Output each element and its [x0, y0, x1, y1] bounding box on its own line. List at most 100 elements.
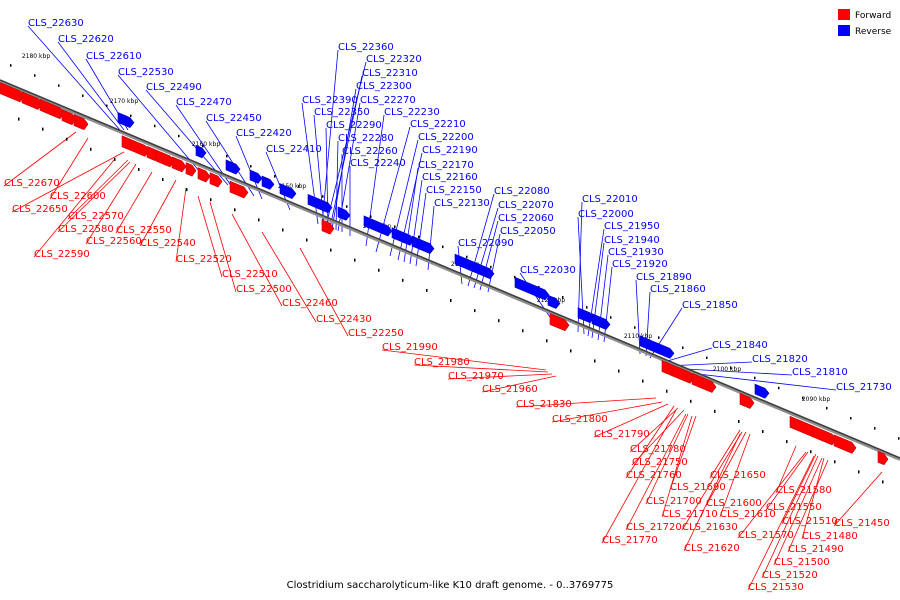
tick-dot [610, 316, 612, 319]
reverse-gene [279, 183, 297, 200]
tick-dot [274, 175, 276, 178]
tick-dot [498, 319, 500, 323]
tick-dot [154, 124, 156, 128]
reverse-label: CLS_22610 [86, 51, 142, 62]
reverse-label: CLS_22230 [384, 107, 440, 118]
reverse-label: CLS_22620 [58, 34, 114, 45]
axis-tick-label: 2170 kbp [110, 98, 138, 105]
tick-dot [546, 339, 548, 343]
forward-leader [381, 349, 547, 371]
forward-label: CLS_22580 [58, 224, 114, 235]
reverse-leader [487, 233, 501, 293]
tick-dot [106, 104, 108, 108]
tick-dot [210, 198, 212, 202]
reverse-label: CLS_22530 [118, 67, 174, 78]
forward-leader [85, 163, 137, 245]
reverse-label: CLS_22310 [362, 68, 418, 79]
tick-dot [858, 470, 860, 474]
tick-dot [682, 346, 684, 349]
reverse-leader [331, 88, 357, 230]
tick-dot [354, 258, 356, 262]
reverse-leader [473, 207, 499, 289]
tick-dot [82, 94, 84, 97]
reverse-label: CLS_22450 [206, 113, 262, 124]
forward-leader [515, 397, 657, 408]
tick-dot [570, 349, 572, 353]
forward-label: CLS_22670 [4, 178, 60, 189]
tick-dot [450, 299, 452, 302]
forward-label: CLS_21720 [626, 522, 682, 533]
axis-tick-label: 2090 kbp [802, 396, 830, 403]
legend-reverse-swatch [838, 25, 850, 36]
reverse-label: CLS_22240 [350, 158, 406, 169]
reverse-label: CLS_22160 [422, 172, 478, 183]
tick-dot [234, 208, 236, 212]
tick-dot [586, 306, 588, 309]
tick-dot [802, 396, 804, 400]
forward-leader [57, 161, 131, 233]
forward-label: CLS_21520 [762, 570, 818, 581]
tick-dot [202, 144, 204, 148]
forward-leader [669, 415, 697, 491]
reverse-label: CLS_21920 [612, 259, 668, 270]
forward-label: CLS_22540 [140, 238, 196, 249]
tick-dot [370, 215, 372, 218]
forward-leader [761, 455, 819, 579]
forward-label: CLS_21530 [748, 582, 804, 593]
tick-dot [754, 376, 756, 380]
forward-leader [481, 375, 557, 393]
forward-label: CLS_21490 [788, 544, 844, 555]
forward-leader [765, 451, 809, 511]
forward-label: CLS_21510 [782, 516, 838, 527]
reverse-leader [403, 167, 419, 263]
tick-dot [474, 309, 476, 313]
tick-dot [162, 178, 164, 182]
reverse-label: CLS_21850 [682, 300, 738, 311]
forward-leader [3, 131, 77, 187]
tick-dot [730, 366, 732, 370]
forward-leader [747, 455, 815, 591]
forward-label: CLS_22460 [282, 298, 338, 309]
reverse-gene [754, 383, 770, 399]
tick-dot [418, 235, 420, 239]
axis-tick-label: 2160 kbp [192, 141, 220, 148]
forward-label: CLS_22570 [68, 211, 124, 222]
forward-leader [175, 187, 187, 263]
forward-leader [11, 151, 125, 213]
reverse-leader [415, 192, 427, 267]
tick-dot [690, 399, 692, 403]
tick-dot [762, 430, 764, 434]
forward-label: CLS_22550 [116, 225, 172, 236]
reverse-leader [27, 25, 121, 131]
tick-dot [898, 437, 900, 440]
forward-gene [209, 172, 223, 188]
forward-leader [709, 429, 741, 479]
reverse-label: CLS_22260 [342, 146, 398, 157]
forward-label: CLS_21990 [382, 342, 438, 353]
forward-gene [739, 392, 755, 409]
reverse-leader [57, 41, 125, 131]
forward-leader [115, 171, 153, 234]
forward-leader [787, 459, 829, 553]
forward-label: CLS_21630 [682, 522, 738, 533]
tick-dot [706, 356, 708, 360]
reverse-label: CLS_22420 [236, 128, 292, 139]
reverse-label: CLS_22000 [578, 209, 634, 220]
reverse-gene [363, 215, 393, 237]
reverse-leader [329, 75, 363, 229]
legend-forward-label: Forward [855, 11, 891, 21]
reverse-label: CLS_22350 [314, 107, 370, 118]
axis-tick-label: 2110 kbp [624, 333, 652, 340]
forward-leader [49, 137, 89, 200]
reverse-leader [663, 347, 713, 363]
forward-leader [139, 179, 177, 247]
reverse-label: CLS_21820 [752, 354, 808, 365]
reverse-label: CLS_22200 [418, 132, 474, 143]
forward-leader [781, 453, 817, 525]
reverse-leader [479, 220, 499, 291]
reverse-label: CLS_22050 [500, 226, 556, 237]
tick-dot [466, 255, 468, 259]
reverse-gene [249, 169, 263, 184]
forward-leader [33, 159, 115, 258]
tick-dot [562, 296, 564, 299]
